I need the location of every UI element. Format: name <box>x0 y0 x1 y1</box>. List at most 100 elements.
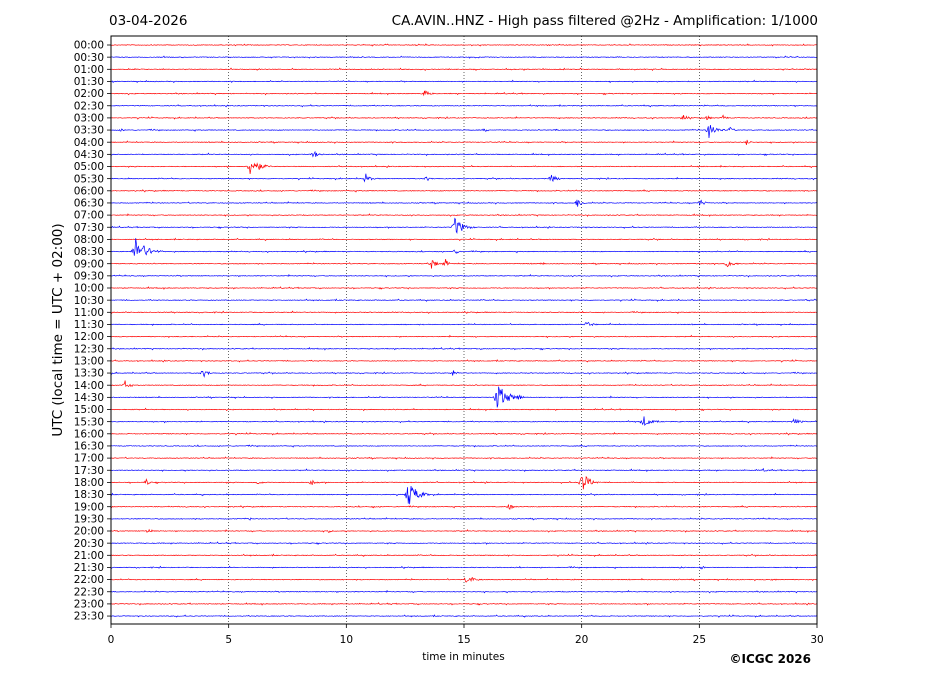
x-tick-label: 0 <box>108 634 115 646</box>
y-tick-label: 13:00 <box>74 356 104 368</box>
trace-1700 <box>110 456 818 460</box>
y-tick-label: 04:30 <box>74 149 104 161</box>
trace-2300 <box>110 602 818 606</box>
trace-0700 <box>110 213 818 217</box>
y-tick-label: 12:00 <box>74 331 104 343</box>
trace-1330 <box>110 370 818 378</box>
trace-0600 <box>110 189 818 193</box>
y-tick-label: 11:30 <box>74 319 104 331</box>
trace-1830 <box>110 485 818 505</box>
trace-0000 <box>110 43 818 47</box>
y-tick-label: 09:00 <box>74 258 104 270</box>
y-tick-label: 13:30 <box>74 368 104 380</box>
x-tick-label: 5 <box>225 634 232 646</box>
trace-1600 <box>110 431 818 436</box>
y-tick-label: 14:30 <box>74 392 104 404</box>
trace-0200 <box>110 90 818 97</box>
trace-1130 <box>110 321 818 327</box>
trace-1030 <box>110 298 818 302</box>
y-tick-label: 15:00 <box>74 404 104 416</box>
y-tick-label: 11:00 <box>74 307 104 319</box>
trace-1430 <box>110 386 818 408</box>
y-tick-label: 17:00 <box>74 453 104 465</box>
trace-2200 <box>110 577 818 583</box>
trace-0430 <box>110 150 818 158</box>
trace-1630 <box>110 444 818 448</box>
x-tick-label: 20 <box>575 634 588 646</box>
y-tick-label: 22:00 <box>74 574 104 586</box>
trace-1500 <box>110 407 818 412</box>
trace-1900 <box>110 503 818 510</box>
plot-frame <box>110 35 818 625</box>
y-tick-label: 02:30 <box>74 100 104 112</box>
trace-0100 <box>110 67 818 72</box>
y-tick-label: 23:00 <box>74 599 104 611</box>
trace-0730 <box>110 217 818 234</box>
trace-0230 <box>110 103 818 108</box>
trace-1800 <box>110 475 818 490</box>
x-tick-label: 15 <box>457 634 470 646</box>
trace-0400 <box>110 139 818 145</box>
y-tick-label: 06:30 <box>74 198 104 210</box>
trace-0800 <box>111 237 818 242</box>
trace-0030 <box>110 55 818 59</box>
trace-2030 <box>110 541 818 545</box>
y-tick-label: 04:00 <box>74 137 104 149</box>
y-tick-label: 09:30 <box>74 270 104 282</box>
y-tick-label: 19:00 <box>74 501 104 513</box>
trace-0830 <box>110 238 818 256</box>
y-tick-label: 05:30 <box>74 173 104 185</box>
trace-2130 <box>110 565 818 570</box>
trace-1000 <box>110 286 818 290</box>
y-tick-label: 07:00 <box>74 210 104 222</box>
trace-2100 <box>110 553 818 558</box>
trace-0900 <box>110 258 818 269</box>
trace-0300 <box>110 114 818 121</box>
trace-1300 <box>110 359 818 363</box>
y-tick-label: 18:00 <box>74 477 104 489</box>
y-tick-label: 06:00 <box>74 185 104 197</box>
y-tick-label: 23:30 <box>74 611 104 623</box>
y-tick-label: 16:00 <box>74 428 104 440</box>
y-tick-label: 20:30 <box>74 538 104 550</box>
trace-0500 <box>110 162 818 175</box>
trace-1730 <box>110 467 818 473</box>
chart-date-title: 03-04-2026 <box>109 13 187 29</box>
y-tick-label: 03:00 <box>74 113 104 125</box>
trace-1200 <box>110 334 818 339</box>
x-tick-label: 10 <box>340 634 353 646</box>
y-tick-label: 05:00 <box>74 161 104 173</box>
trace-1930 <box>110 517 818 521</box>
y-tick-label: 10:30 <box>74 295 104 307</box>
trace-1230 <box>110 347 818 351</box>
trace-1400 <box>110 380 818 388</box>
y-tick-label: 18:30 <box>74 489 104 501</box>
trace-2230 <box>110 589 818 594</box>
y-tick-label: 16:30 <box>74 441 104 453</box>
x-axis-label: time in minutes <box>422 651 504 663</box>
trace-0330 <box>110 125 818 138</box>
y-tick-label: 17:30 <box>74 465 104 477</box>
trace-0930 <box>110 274 818 278</box>
trace-0530 <box>110 173 818 183</box>
chart-station-title: CA.AVIN..HNZ - High pass filtered @2Hz -… <box>392 13 818 29</box>
trace-2330 <box>110 614 818 618</box>
y-tick-label: 21:30 <box>74 562 104 574</box>
y-tick-label: 15:30 <box>74 416 104 428</box>
trace-0630 <box>110 199 818 207</box>
y-tick-label: 22:30 <box>74 586 104 598</box>
y-tick-label: 10:00 <box>74 283 104 295</box>
y-tick-label: 00:00 <box>74 40 104 52</box>
trace-0130 <box>110 79 818 84</box>
y-tick-label: 01:00 <box>74 64 104 76</box>
trace-1100 <box>110 310 818 315</box>
y-tick-label: 14:00 <box>74 380 104 392</box>
y-tick-label: 08:30 <box>74 246 104 258</box>
y-tick-label: 07:30 <box>74 222 104 234</box>
y-tick-label: 20:00 <box>74 526 104 538</box>
plot-area: 00:0000:3001:0001:3002:0002:3003:0003:30… <box>74 35 824 646</box>
y-tick-label: 19:30 <box>74 513 104 525</box>
trace-1530 <box>110 416 817 426</box>
